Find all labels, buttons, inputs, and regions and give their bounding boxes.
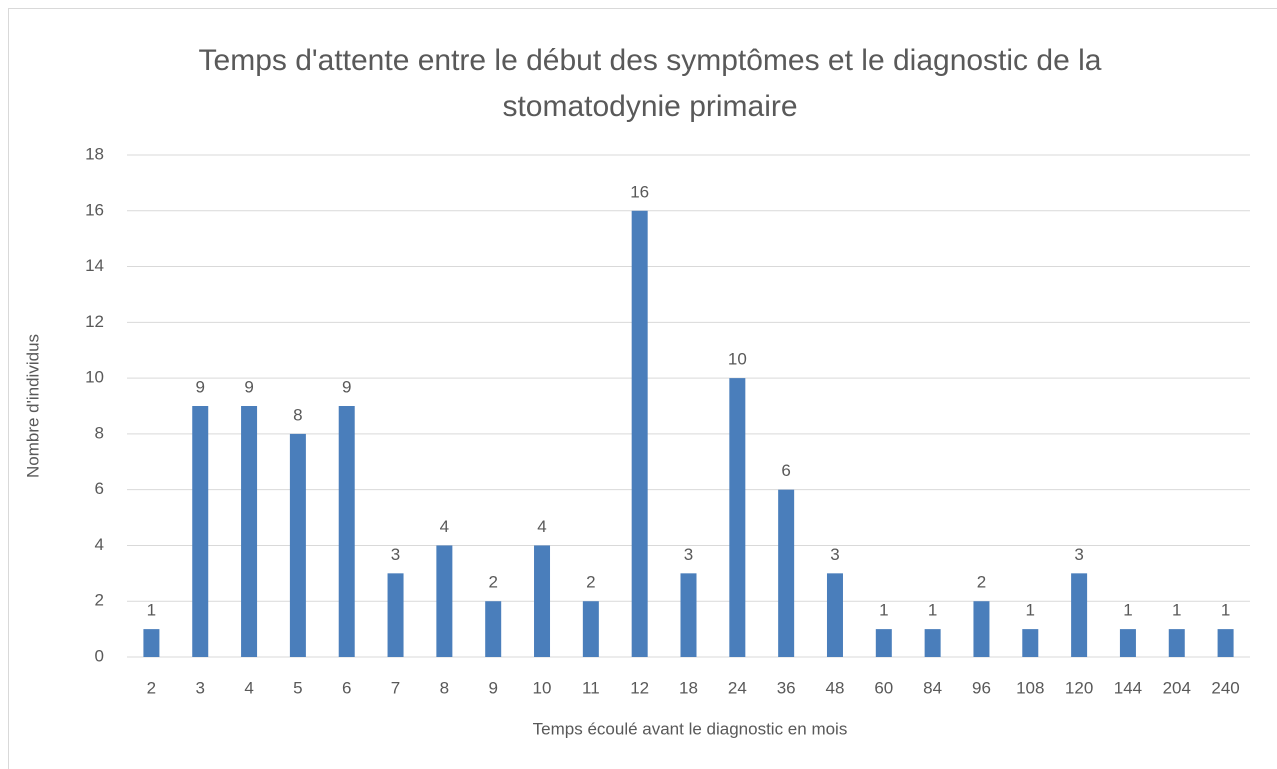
bar xyxy=(924,629,941,657)
x-tick-label: 9 xyxy=(488,678,497,697)
x-axis-label: Temps écoulé avant le diagnostic en mois xyxy=(533,719,848,738)
x-tick-label: 36 xyxy=(777,678,796,697)
data-label: 4 xyxy=(537,517,546,536)
bar xyxy=(1168,629,1185,657)
bar xyxy=(729,378,746,657)
bar xyxy=(826,573,843,657)
x-tick-label: 2 xyxy=(147,678,156,697)
bar xyxy=(1119,629,1136,657)
y-tick-label: 18 xyxy=(85,144,104,163)
bar xyxy=(582,601,599,657)
data-label: 3 xyxy=(830,545,839,564)
chart-title: Temps d'attente entre le début des sympt… xyxy=(198,44,1102,123)
data-label: 1 xyxy=(1221,601,1230,620)
data-label: 3 xyxy=(684,545,693,564)
y-axis-label: Nombre d'individus xyxy=(23,334,42,478)
bar xyxy=(241,406,258,657)
data-label: 1 xyxy=(1172,601,1181,620)
y-tick-label: 12 xyxy=(85,312,104,331)
data-label: 4 xyxy=(440,517,449,536)
data-label: 1 xyxy=(928,601,937,620)
data-label: 1 xyxy=(879,601,888,620)
data-label: 3 xyxy=(1074,545,1083,564)
x-tick-label: 84 xyxy=(923,678,942,697)
data-label: 2 xyxy=(977,573,986,592)
bar xyxy=(143,629,160,657)
y-tick-label: 6 xyxy=(95,479,104,498)
bar xyxy=(778,489,795,657)
bar xyxy=(534,545,551,657)
data-label: 8 xyxy=(293,405,302,424)
y-tick-label: 0 xyxy=(95,646,104,665)
x-tick-label: 3 xyxy=(196,678,205,697)
data-label: 2 xyxy=(488,573,497,592)
x-tick-label: 4 xyxy=(244,678,253,697)
data-label: 9 xyxy=(244,377,253,396)
bar xyxy=(1071,573,1088,657)
data-label: 1 xyxy=(147,601,156,620)
x-tick-label: 10 xyxy=(533,678,552,697)
y-tick-label: 8 xyxy=(95,423,104,442)
x-tick-label: 11 xyxy=(582,678,600,697)
data-label: 3 xyxy=(391,545,400,564)
bar xyxy=(192,406,209,657)
x-tick-label: 8 xyxy=(440,678,449,697)
x-tick-label: 12 xyxy=(630,678,649,697)
bar xyxy=(1022,629,1039,657)
x-tick-label: 48 xyxy=(826,678,845,697)
data-label: 10 xyxy=(728,350,747,369)
x-tick-label: 120 xyxy=(1065,678,1093,697)
y-tick-label: 14 xyxy=(85,256,104,275)
x-tick-label: 144 xyxy=(1114,678,1142,697)
bar xyxy=(875,629,892,657)
data-label: 2 xyxy=(586,573,595,592)
data-label: 6 xyxy=(781,461,790,480)
bar xyxy=(289,433,306,657)
bar xyxy=(680,573,697,657)
x-tick-label: 96 xyxy=(972,678,991,697)
x-tick-label: 240 xyxy=(1211,678,1239,697)
x-tick-label: 24 xyxy=(728,678,747,697)
x-tick-label: 6 xyxy=(342,678,351,697)
x-tick-label: 7 xyxy=(391,678,400,697)
y-tick-label: 2 xyxy=(95,591,104,610)
bar xyxy=(387,573,404,657)
bar xyxy=(485,601,502,657)
y-tick-label: 4 xyxy=(95,535,104,554)
y-tick-label: 16 xyxy=(85,200,104,219)
data-label: 9 xyxy=(342,377,351,396)
chart-border xyxy=(8,8,1277,769)
x-tick-label: 108 xyxy=(1016,678,1044,697)
x-tick-label: 18 xyxy=(679,678,698,697)
x-tick-label: 60 xyxy=(874,678,893,697)
bar xyxy=(631,210,648,657)
data-label: 1 xyxy=(1026,601,1035,620)
data-label: 1 xyxy=(1123,601,1132,620)
y-tick-label: 10 xyxy=(85,368,104,387)
bar xyxy=(973,601,990,657)
x-tick-label: 5 xyxy=(293,678,302,697)
bar xyxy=(1217,629,1234,657)
data-label: 9 xyxy=(196,377,205,396)
bar xyxy=(338,406,355,657)
x-tick-label: 204 xyxy=(1163,678,1191,697)
data-label: 16 xyxy=(630,182,649,201)
bar xyxy=(436,545,453,657)
